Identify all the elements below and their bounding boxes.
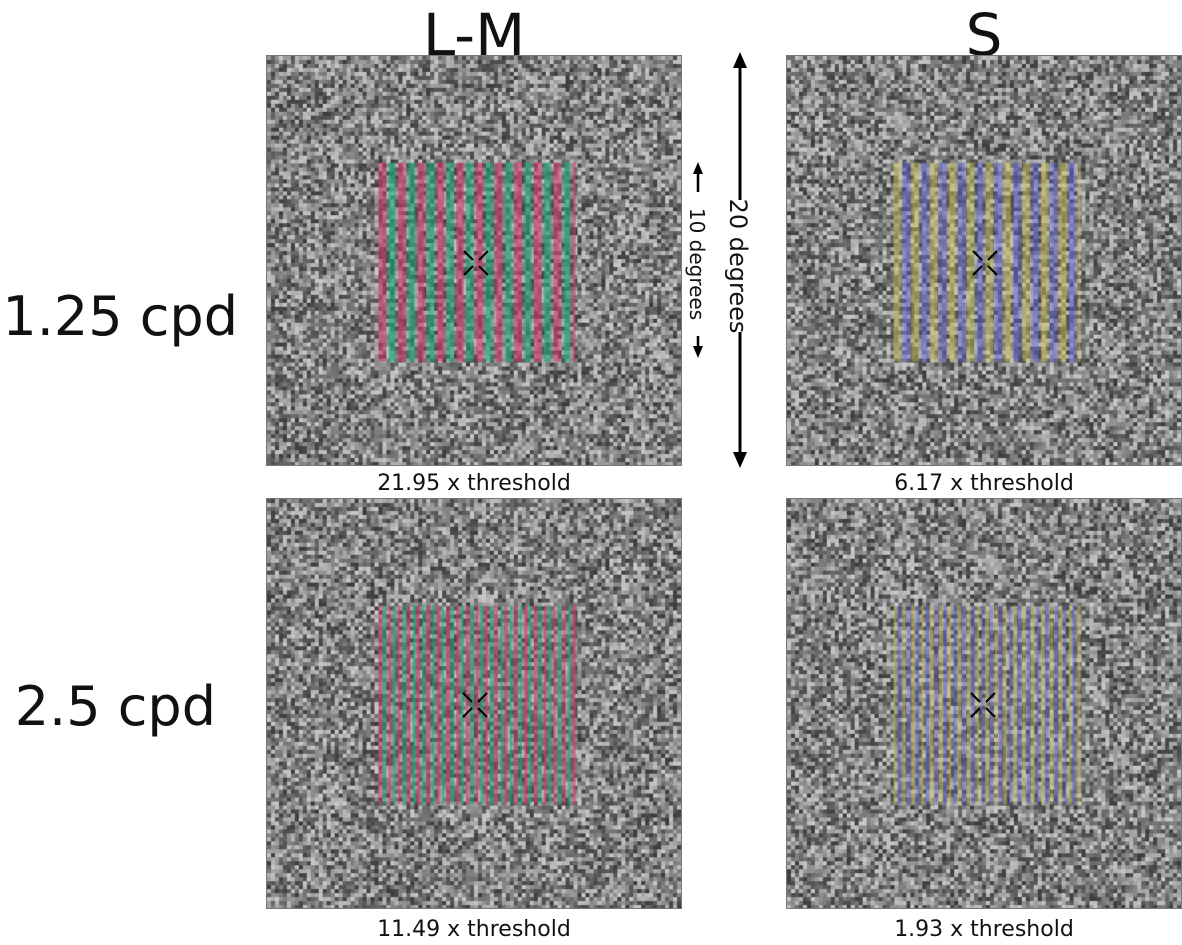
stimulus-canvas	[787, 56, 1181, 465]
extent-annotation: 20 degrees 10 degrees	[685, 52, 752, 468]
threshold-caption: 21.95 x threshold	[377, 471, 571, 496]
fixation-cross-icon	[462, 692, 488, 718]
row-header-2-5-cpd: 2.5 cpd	[14, 675, 216, 738]
threshold-caption: 1.93 x threshold	[894, 917, 1074, 942]
threshold-caption: 6.17 x threshold	[894, 471, 1074, 496]
stimulus-canvas	[787, 499, 1181, 908]
inner-extent-arrow-icon	[693, 162, 703, 358]
fixation-cross-icon	[463, 250, 489, 276]
stimulus-canvas	[267, 499, 681, 908]
stimulus-panel-s-1-25	[786, 55, 1182, 466]
threshold-caption: 11.49 x threshold	[377, 917, 571, 942]
column-header-s: S	[965, 1, 1003, 69]
column-header-lm: L-M	[422, 1, 526, 69]
row-header-1-25-cpd: 1.25 cpd	[2, 285, 238, 348]
stimulus-panel-lm-2-5	[266, 498, 682, 909]
fixation-cross-icon	[970, 692, 996, 718]
inner-extent-label: 10 degrees	[685, 208, 709, 320]
stimulus-panel-lm-1-25	[266, 55, 682, 466]
stimulus-panel-s-2-5	[786, 498, 1182, 909]
outer-extent-label: 20 degrees	[724, 199, 752, 334]
outer-extent-arrow-icon	[733, 52, 747, 468]
fixation-cross-icon	[972, 250, 998, 276]
stimulus-canvas	[267, 56, 681, 465]
